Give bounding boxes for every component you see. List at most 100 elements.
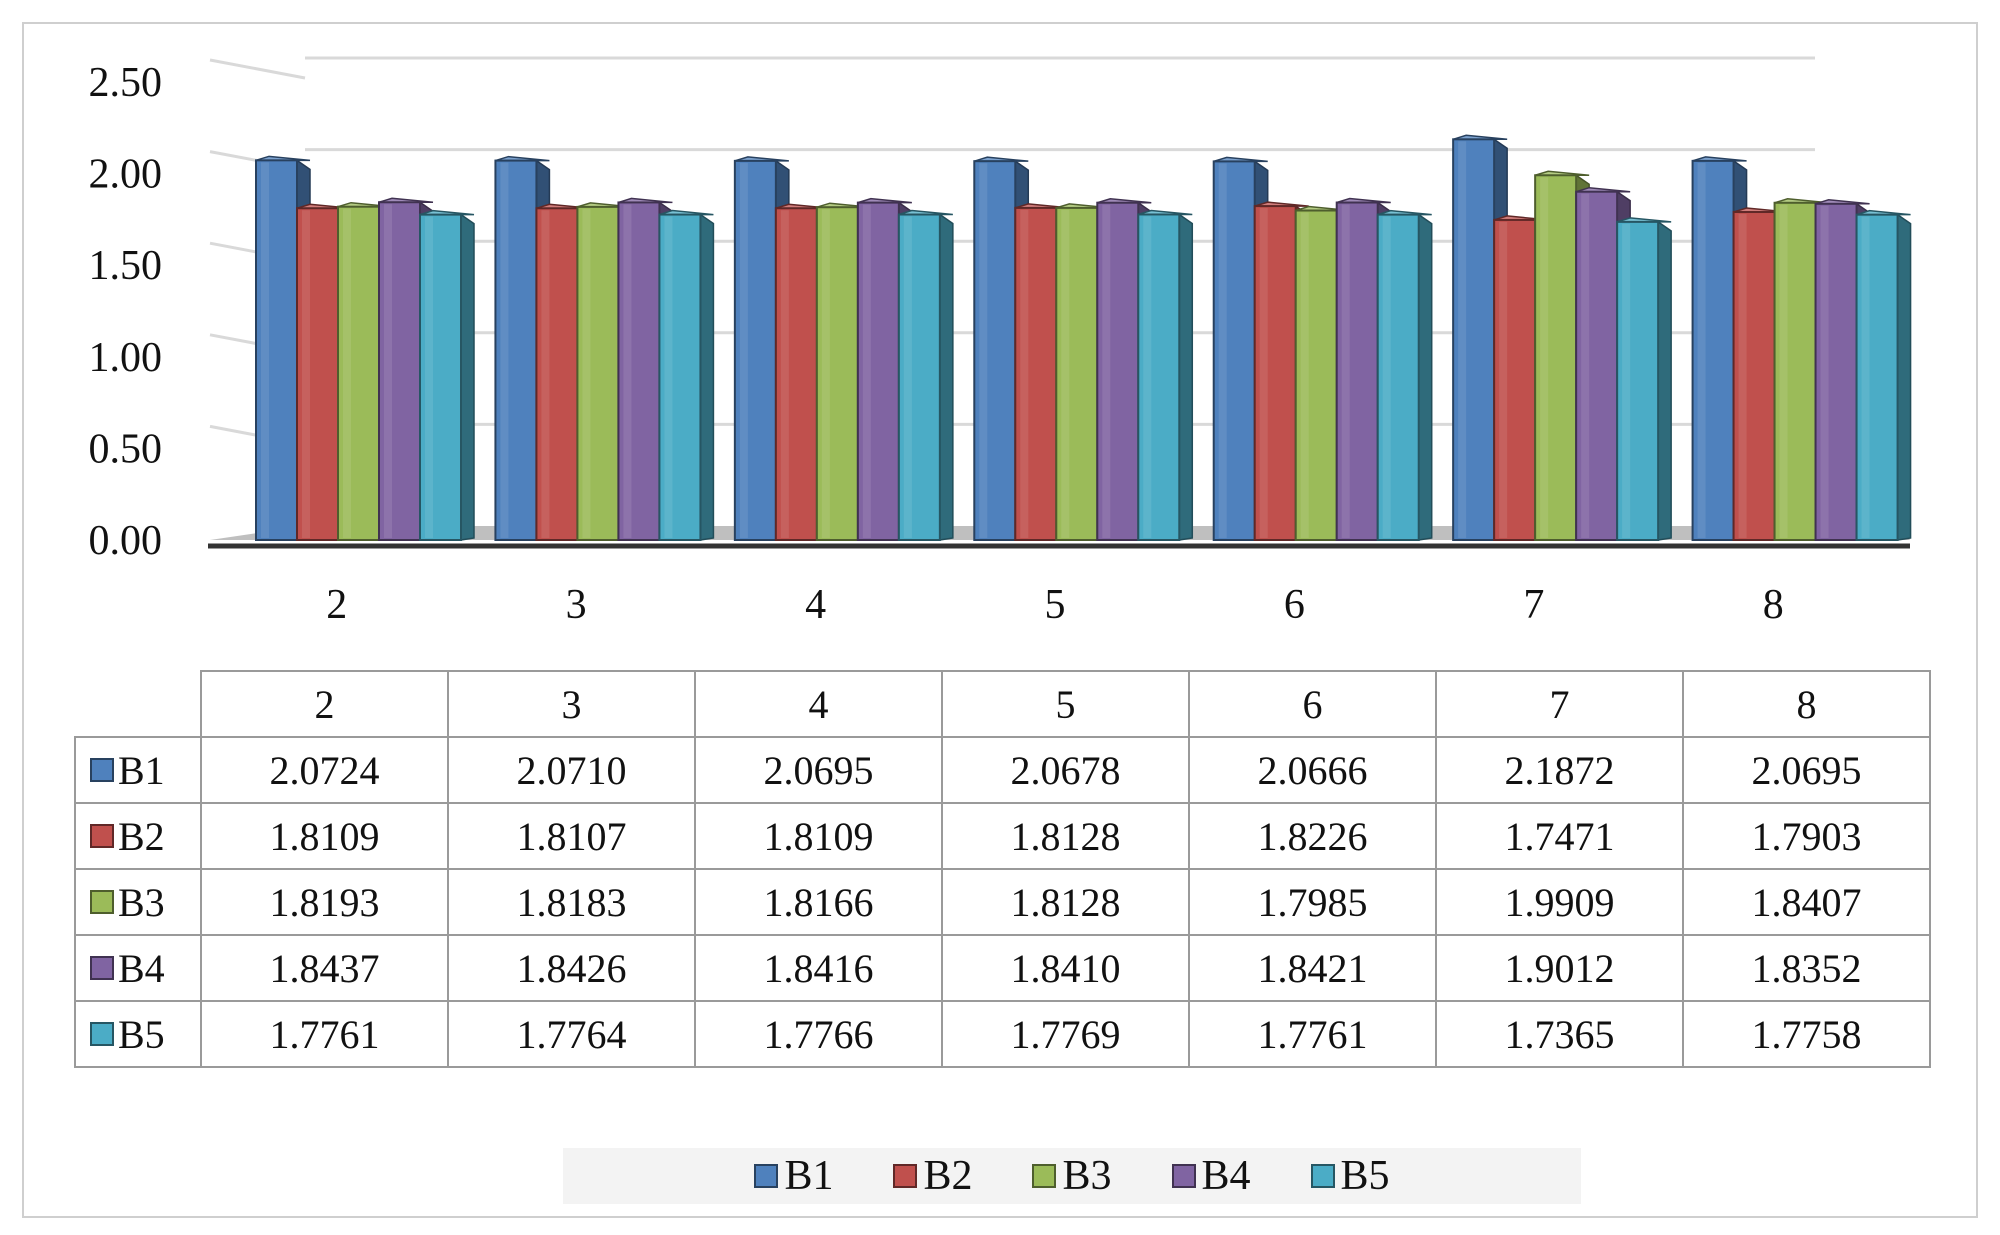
bar-chart: 0.00 0.50 1.00 1.50 2.00 2.50 2 3 4 5 6 7 8 [89, 56, 1912, 628]
x-tick-label: 7 [1523, 582, 1544, 628]
table-cell: 2.1872 [1435, 736, 1684, 804]
legend-key-icon [90, 956, 114, 981]
bar-highlight [903, 216, 912, 538]
bar-highlight [1499, 221, 1508, 538]
legend-swatch-icon [1171, 1164, 1196, 1188]
table-cell: 2.0666 [1188, 736, 1437, 804]
table-column-header: 4 [694, 670, 943, 738]
bar-highlight [862, 204, 871, 538]
legend-item: B4 [1171, 1152, 1251, 1200]
bar-highlight [1458, 141, 1467, 538]
legend-label: B1 [784, 1153, 834, 1199]
bar-highlight [1540, 177, 1549, 538]
x-tick-label: 5 [1045, 582, 1066, 628]
table-cell: 1.7471 [1435, 802, 1684, 870]
y-tick-label: 1.50 [89, 243, 163, 289]
bar-highlight [384, 204, 392, 538]
bar-highlight [1020, 209, 1029, 539]
bar-highlight [500, 162, 509, 538]
legend-item: B1 [754, 1152, 833, 1200]
bar-side [460, 213, 475, 541]
bar-highlight [1143, 216, 1152, 538]
table-cell: 1.7903 [1682, 802, 1931, 870]
y-tick-label: 2.50 [89, 60, 163, 106]
table-cell: 1.8407 [1682, 868, 1931, 936]
gridline-side [209, 58, 306, 80]
x-tick-label: 3 [566, 582, 587, 628]
table-cell: 2.0695 [694, 736, 943, 804]
bar-side [1896, 213, 1912, 541]
series-label: B5 [118, 1011, 165, 1057]
bar-highlight [664, 216, 673, 538]
legend-label: B5 [1340, 1153, 1390, 1199]
legend-swatch-icon [754, 1164, 779, 1188]
bar-highlight [261, 162, 269, 539]
table-cell: 1.8128 [941, 868, 1190, 936]
legend-key-icon [90, 758, 114, 783]
y-tick-label: 0.50 [89, 426, 163, 472]
series-label: B2 [118, 813, 165, 859]
table-column-header: 6 [1188, 670, 1437, 738]
legend-swatch-icon [1310, 1164, 1335, 1188]
table-column-header: 8 [1682, 670, 1931, 738]
bar-highlight [1102, 204, 1111, 538]
series-label: B3 [118, 879, 165, 925]
table-cell: 2.0695 [1682, 736, 1931, 804]
table-row: B4 1.8437 1.8426 1.8416 1.8410 1.8421 1.9012 1.… [74, 934, 1931, 1002]
table-cell: 1.8128 [941, 802, 1190, 870]
table-row-header: B5 [74, 1000, 202, 1068]
bar-highlight [821, 209, 830, 538]
y-tick-label: 0.00 [89, 518, 163, 564]
bar-side [1178, 213, 1194, 541]
table-column-header: 3 [447, 670, 696, 738]
bar-highlight [1300, 212, 1309, 538]
table-cell: 1.8226 [1188, 802, 1437, 870]
table-cell: 1.8193 [200, 868, 449, 936]
bar-highlight [582, 208, 591, 538]
table-cell: 1.8183 [447, 868, 696, 936]
table-cell: 1.7761 [1188, 1000, 1437, 1068]
table-cell: 1.7764 [447, 1000, 696, 1068]
table-cell: 1.7985 [1188, 868, 1437, 936]
bar-highlight [1697, 162, 1706, 538]
table-cell: 1.9012 [1435, 934, 1684, 1002]
legend-label: B4 [1201, 1153, 1251, 1199]
table-cell: 1.7758 [1682, 1000, 1931, 1068]
table-cell: 1.8426 [447, 934, 696, 1002]
bar-highlight [780, 210, 789, 539]
legend-item: B5 [1310, 1152, 1390, 1200]
bar-highlight [979, 163, 988, 538]
bar-highlight [1820, 205, 1829, 538]
legend-item: B3 [1032, 1152, 1112, 1200]
table-cell: 1.8352 [1682, 934, 1931, 1002]
bar-highlight [1061, 209, 1070, 539]
table-cell: 2.0678 [941, 736, 1190, 804]
table-cell: 1.8410 [941, 934, 1190, 1002]
table-cell: 1.9909 [1435, 868, 1684, 936]
legend-swatch-icon [1032, 1164, 1057, 1188]
series-label: B4 [118, 945, 165, 991]
table-cell: 1.7769 [941, 1000, 1190, 1068]
x-tick-label: 6 [1284, 582, 1305, 628]
table-row: B2 1.8109 1.8107 1.8109 1.8128 1.8226 1.7471 1.… [74, 802, 1931, 870]
bar-highlight [1622, 223, 1631, 538]
bar-side [939, 213, 954, 541]
table-cell: 1.8437 [200, 934, 449, 1002]
series-label: B1 [118, 747, 165, 793]
bar-side [1417, 213, 1433, 541]
table-cell: 1.8109 [694, 802, 943, 870]
table-row: B3 1.8193 1.8183 1.8166 1.8128 1.7985 1.9909 1.… [74, 868, 1931, 936]
table-cell: 1.8109 [200, 802, 449, 870]
legend-key-icon [90, 890, 114, 915]
bar-highlight [1218, 163, 1227, 539]
table-row-header: B3 [74, 868, 202, 936]
bar-highlight [623, 204, 632, 539]
table-cell: 1.7766 [694, 1000, 943, 1068]
table-column-header: 2 [200, 670, 449, 738]
table-row-header: B4 [74, 934, 202, 1002]
x-tick-label: 2 [326, 582, 347, 628]
bar-highlight [1259, 208, 1268, 539]
legend-key-icon [90, 1022, 114, 1047]
table-cell: 1.8421 [1188, 934, 1437, 1002]
